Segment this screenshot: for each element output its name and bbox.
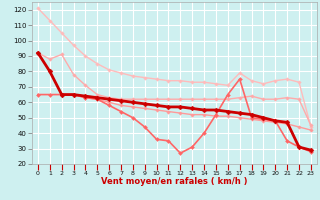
X-axis label: Vent moyen/en rafales ( km/h ): Vent moyen/en rafales ( km/h ) [101,177,248,186]
